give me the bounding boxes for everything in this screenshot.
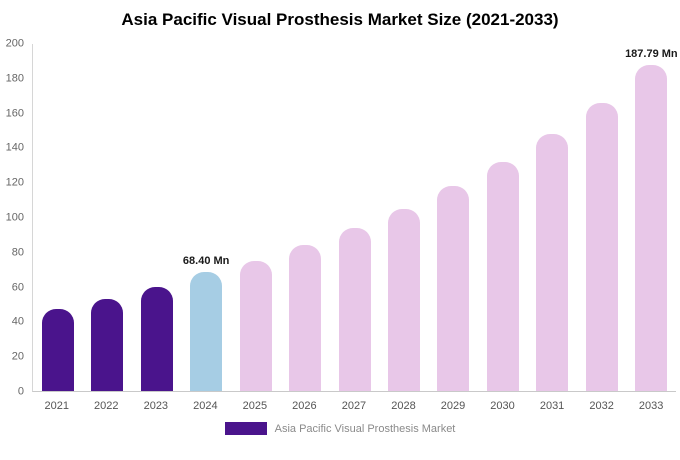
bar-2025[interactable] <box>239 260 272 391</box>
bar-2023[interactable] <box>140 286 173 391</box>
legend: Asia Pacific Visual Prosthesis Market <box>0 422 680 435</box>
x-axis-label: 2024 <box>193 400 218 412</box>
bar-2021[interactable] <box>41 309 74 391</box>
x-axis-label: 2027 <box>341 400 367 412</box>
x-axis-label: 2025 <box>242 400 268 412</box>
chart-container: Asia Pacific Visual Prosthesis Market Si… <box>0 10 680 435</box>
x-axis-label: 2029 <box>440 400 466 412</box>
y-axis-tick-label: 20 <box>11 350 24 363</box>
y-axis-tick-label: 160 <box>5 107 24 120</box>
y-axis-tick-label: 200 <box>5 37 24 50</box>
bar-slot <box>33 44 82 391</box>
bar-2024[interactable] <box>190 272 223 391</box>
x-axis-label: 2023 <box>143 400 169 412</box>
bar-slot: 187.79 Mn <box>625 44 678 391</box>
y-axis-tick-label: 80 <box>11 246 24 259</box>
bar-2028[interactable] <box>388 208 421 391</box>
y-axis: 0 20 40 60 80 100 120 140 160 180 200 <box>0 38 28 397</box>
bar-slot <box>429 44 478 391</box>
legend-swatch <box>224 422 267 435</box>
y-axis-tick-label: 0 <box>17 385 24 398</box>
bar-2030[interactable] <box>486 161 519 391</box>
y-axis-tick-label: 180 <box>5 72 24 85</box>
bar-slot <box>280 44 329 391</box>
x-axis: 2021 2022 2023 2024 2025 2026 2027 2028 2029 2030… <box>32 392 676 412</box>
bar-2029[interactable] <box>437 186 470 391</box>
bar-slot <box>132 44 181 391</box>
bar-2033[interactable] <box>635 65 668 391</box>
plot-area: 68.40 Mn 187.79 Mn <box>32 44 678 392</box>
y-axis-tick-label: 60 <box>11 281 24 294</box>
x-axis-label: 2022 <box>94 400 119 412</box>
x-axis-label: 2031 <box>539 400 565 412</box>
y-axis-tick-label: 140 <box>5 141 24 154</box>
bar-slot <box>528 44 577 391</box>
bar-slot <box>330 44 379 391</box>
legend-label: Asia Pacific Visual Prosthesis Market <box>274 422 456 435</box>
bars-group: 68.40 Mn 187.79 Mn <box>33 44 678 391</box>
x-axis-label: 2033 <box>638 400 664 412</box>
bar-2031[interactable] <box>536 134 569 391</box>
bar-slot <box>231 44 280 391</box>
x-axis-label: 2032 <box>589 400 614 412</box>
bar-2022[interactable] <box>91 299 124 391</box>
chart-title: Asia Pacific Visual Prosthesis Market Si… <box>121 10 559 29</box>
bar-2026[interactable] <box>289 245 322 391</box>
x-axis-label: 2021 <box>44 400 69 412</box>
bar-value-label: 68.40 Mn <box>182 255 230 268</box>
bar-slot: 68.40 Mn <box>181 44 230 391</box>
x-axis-label: 2030 <box>490 400 515 412</box>
plot-wrap: 0 20 40 60 80 100 120 140 160 180 200 68.40 Mn 187.… <box>0 38 680 397</box>
bar-slot <box>379 44 428 391</box>
bar-slot <box>478 44 527 391</box>
bar-2032[interactable] <box>585 103 618 391</box>
bar-slot <box>82 44 131 391</box>
bar-value-label: 187.79 Mn <box>625 48 678 61</box>
bar-slot <box>577 44 626 391</box>
bar-2027[interactable] <box>338 227 371 391</box>
x-axis-label: 2028 <box>391 400 416 412</box>
y-axis-tick-label: 100 <box>5 211 24 224</box>
y-axis-tick-label: 120 <box>5 176 24 189</box>
x-axis-label: 2026 <box>292 400 317 412</box>
y-axis-tick-label: 40 <box>11 315 24 328</box>
